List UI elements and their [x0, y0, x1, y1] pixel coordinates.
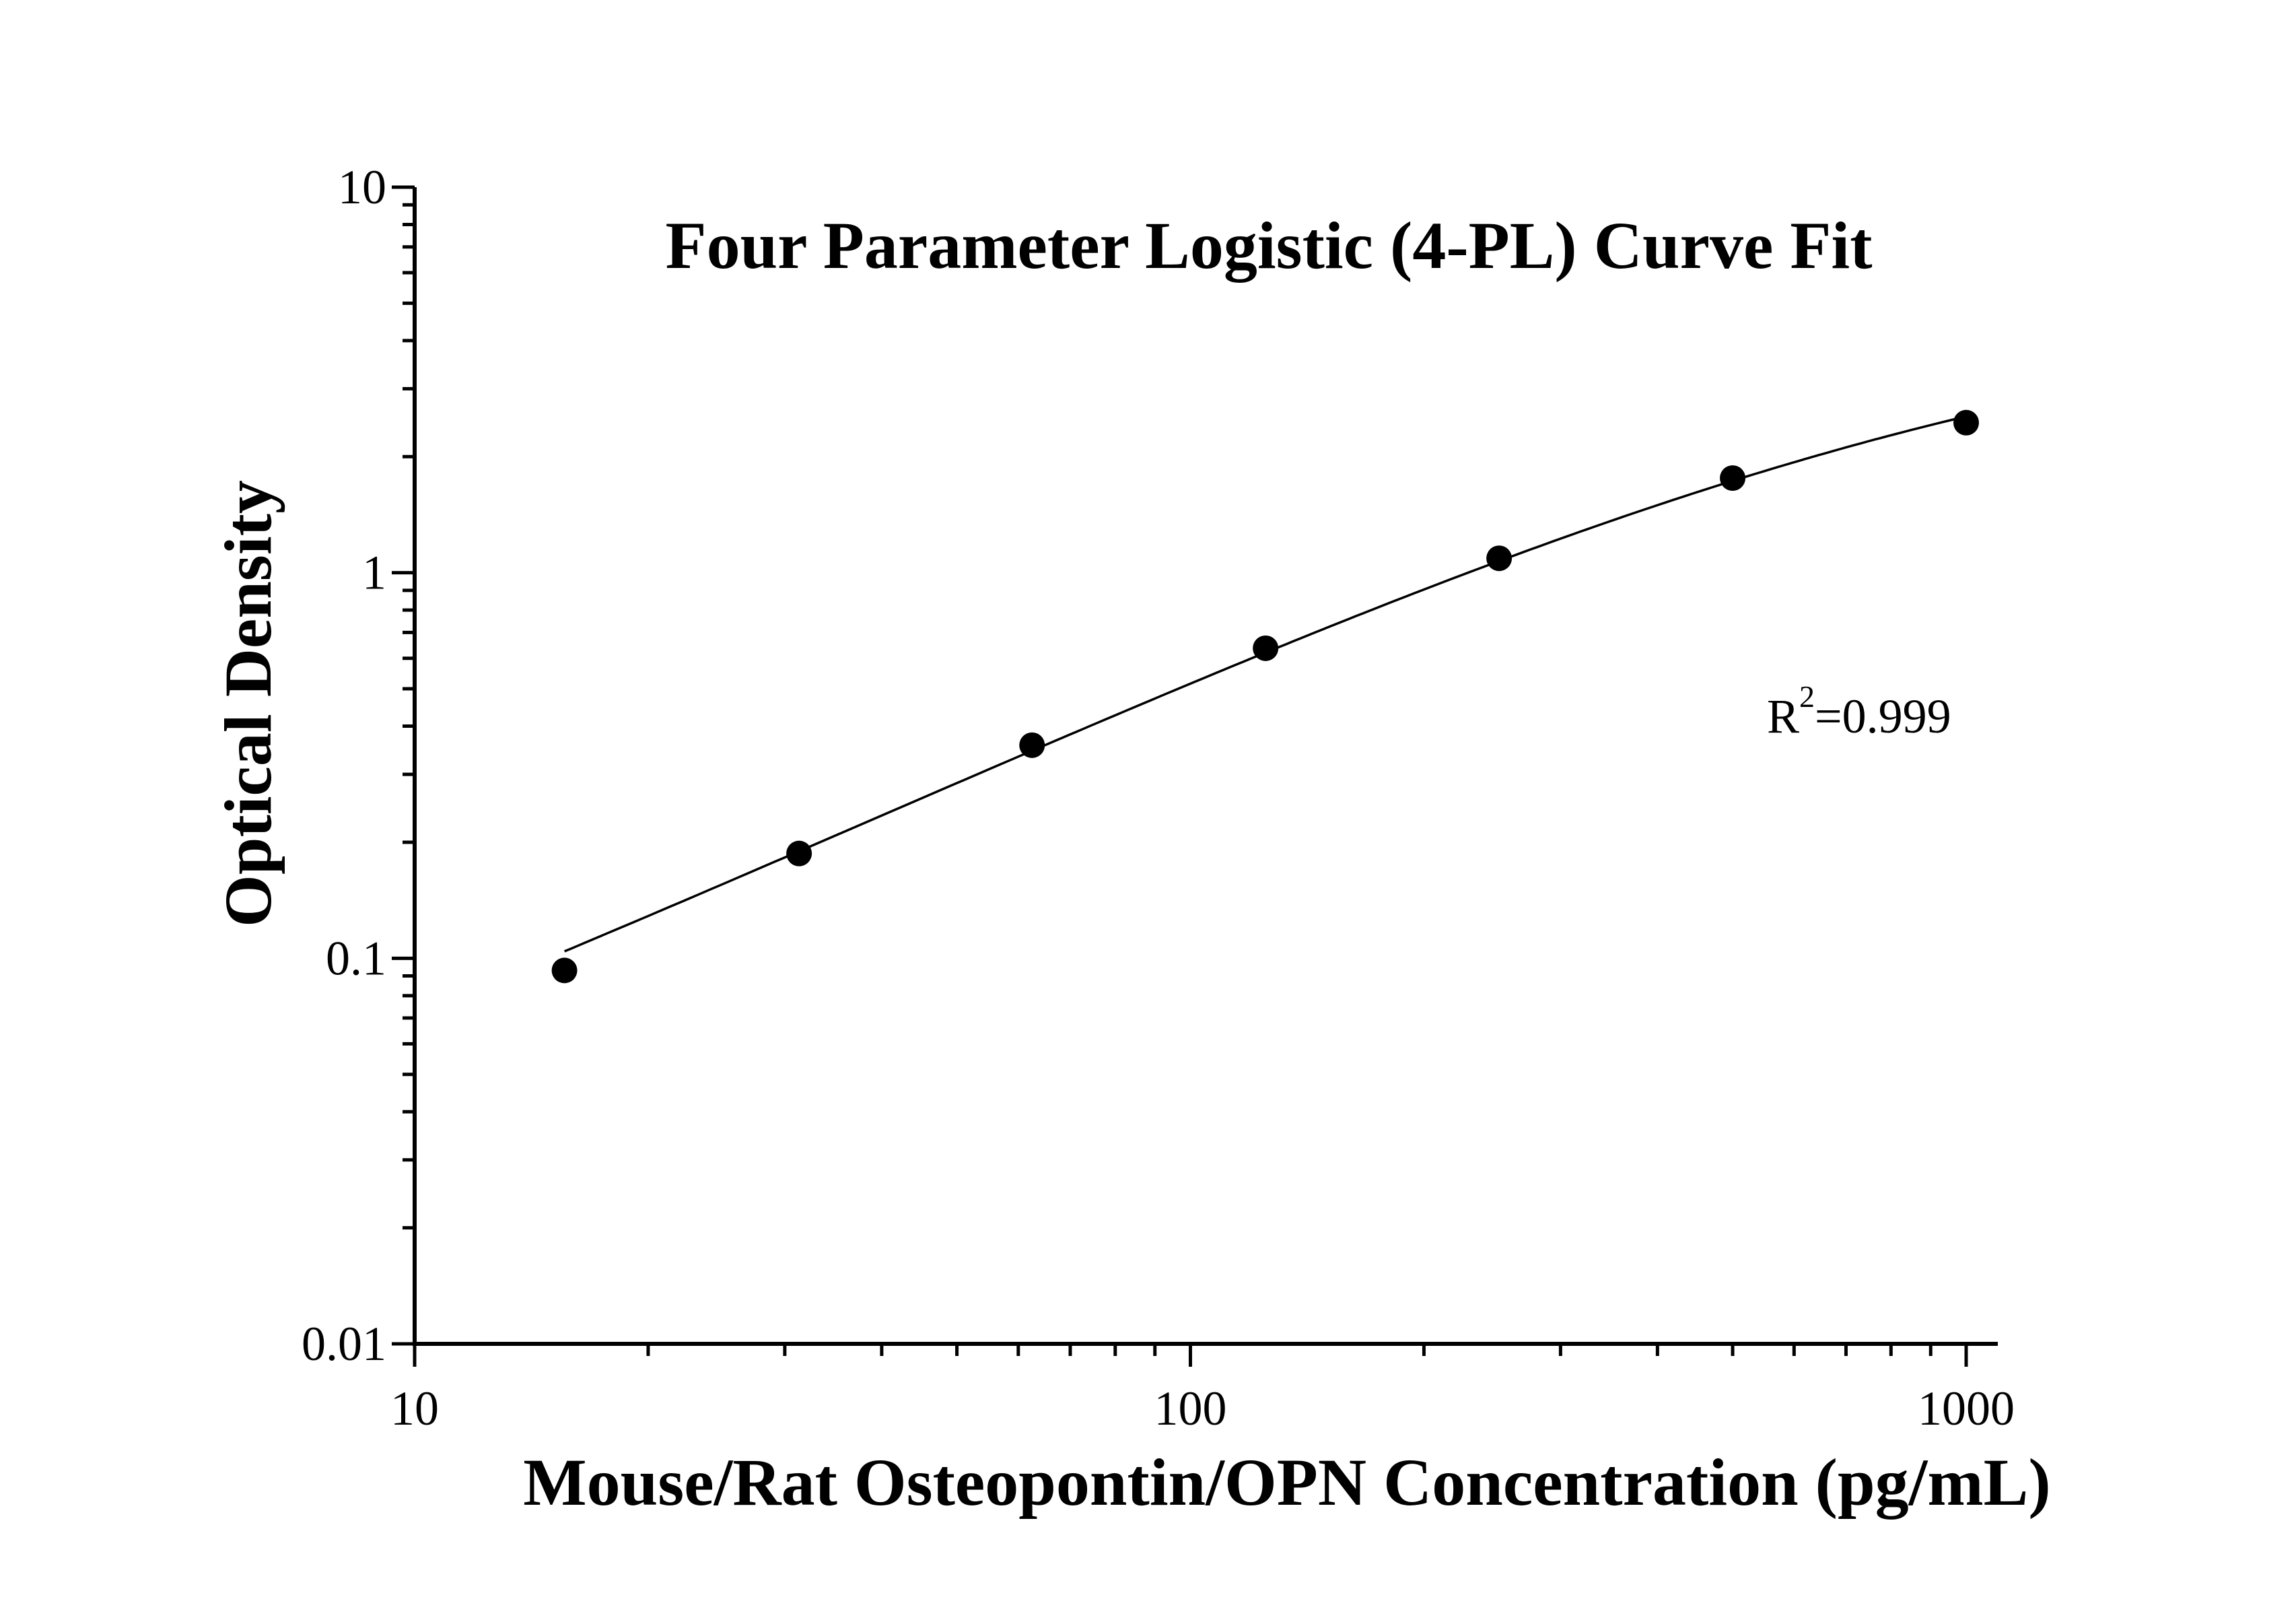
y-tick-label: 0.1 [326, 931, 386, 985]
y-tick-label: 1 [362, 546, 386, 600]
data-points-layer [551, 409, 1979, 984]
data-point [1720, 465, 1746, 491]
data-point [551, 957, 578, 984]
data-point [1253, 635, 1279, 661]
chart-title: Four Parameter Logistic (4-PL) Curve Fit [665, 208, 1872, 283]
data-point [1486, 545, 1512, 572]
data-point [786, 840, 812, 867]
r-squared-value: =0.999 [1815, 689, 1951, 743]
r-squared-superscript: 2 [1799, 679, 1815, 714]
r-squared-annotation: R2=0.999 [1767, 679, 1951, 743]
data-point [1019, 732, 1045, 758]
y-tick-label: 10 [338, 160, 386, 214]
x-tick-label: 1000 [1918, 1382, 2015, 1435]
fit-curve [563, 415, 1967, 953]
y-tick-label: 0.01 [302, 1317, 386, 1371]
data-point [1953, 409, 1979, 436]
axes: 0.01 0.1 1 10 10 100 1000 [302, 160, 2015, 1435]
x-tick-label: 100 [1154, 1382, 1227, 1435]
x-tick-label: 10 [390, 1382, 439, 1435]
fit-curve-layer [563, 415, 1967, 953]
r-squared-base: R [1767, 689, 1799, 743]
x-axis-label: Mouse/Rat Osteopontin/OPN Concentration … [523, 1445, 2050, 1520]
y-axis-label: Optical Density [211, 480, 285, 927]
